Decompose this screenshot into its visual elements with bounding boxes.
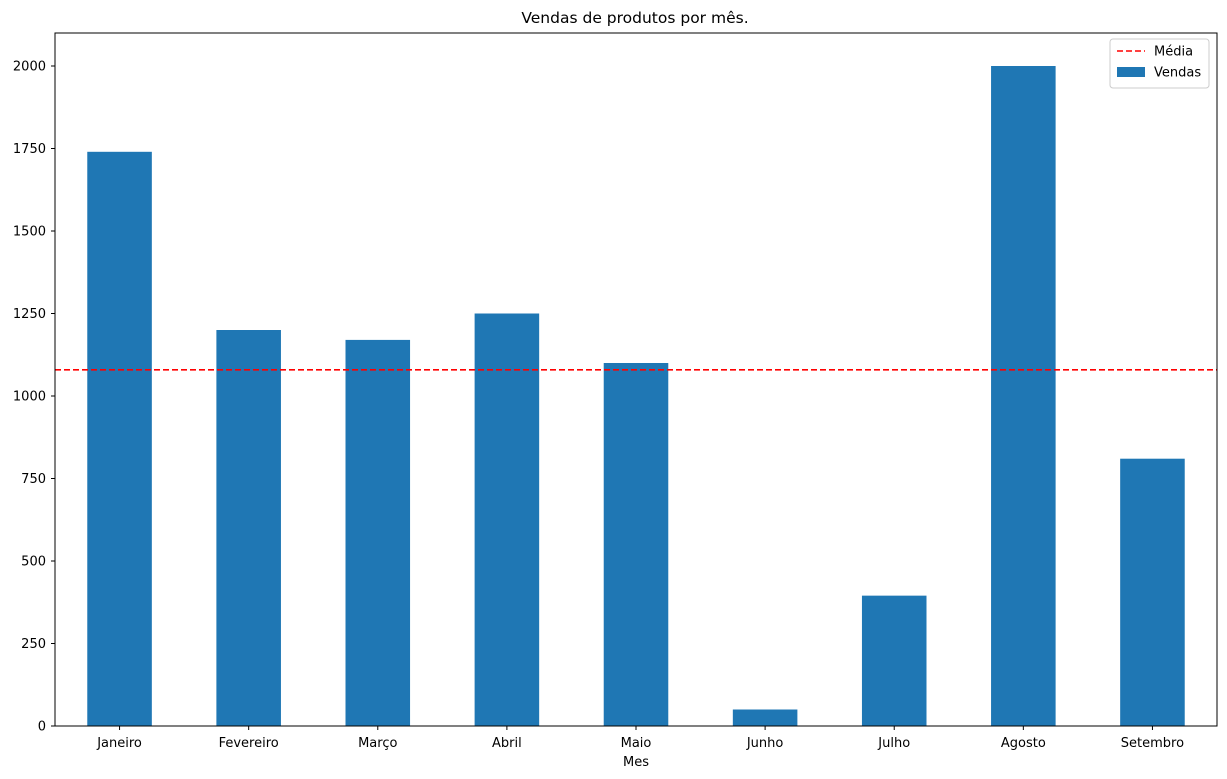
- legend-label: Vendas: [1154, 66, 1201, 81]
- x-axis: Janeiro Fevereiro Março Abril Maio Junho Julho…: [96, 726, 1184, 751]
- bars-layer: [87, 66, 1185, 727]
- bar-junho: [732, 709, 798, 726]
- x-tick-label: Abril: [492, 736, 522, 751]
- y-tick-label: 1250: [13, 307, 46, 322]
- x-tick-label: Fevereiro: [219, 736, 279, 751]
- x-axis-label: Mes: [623, 755, 649, 770]
- x-tick-label: Março: [358, 736, 397, 751]
- legend-label: Média: [1154, 45, 1193, 60]
- x-tick-label: Julho: [877, 736, 910, 751]
- y-tick-label: 750: [21, 472, 46, 487]
- y-tick-label: 0: [38, 720, 46, 735]
- bar-janeiro: [87, 151, 152, 727]
- y-axis: 0 250 500 750 1000 1250 1500 1750 2000: [13, 60, 55, 735]
- bar-julho: [861, 595, 927, 726]
- x-tick-label: Setembro: [1121, 736, 1184, 751]
- bar-abril: [474, 313, 540, 726]
- y-tick-label: 250: [21, 637, 46, 652]
- x-tick-label: Maio: [621, 736, 652, 751]
- x-tick-label: Janeiro: [96, 736, 142, 751]
- x-tick-label: Junho: [746, 736, 784, 751]
- bar-maio: [603, 363, 669, 726]
- y-tick-label: 1500: [13, 225, 46, 240]
- bar-agosto: [991, 66, 1056, 726]
- bar-março: [345, 339, 411, 726]
- y-tick-label: 2000: [13, 60, 46, 75]
- legend: Média Vendas: [1109, 38, 1210, 89]
- bar-fevereiro: [216, 330, 281, 726]
- bar-setembro: [1120, 458, 1185, 726]
- y-tick-label: 1750: [13, 142, 46, 157]
- legend-bar-swatch: [1117, 67, 1145, 77]
- x-tick-label: Agosto: [1001, 736, 1046, 751]
- chart-title: Vendas de produtos por mês.: [521, 9, 748, 27]
- y-tick-label: 500: [21, 555, 46, 570]
- y-tick-label: 1000: [13, 390, 46, 405]
